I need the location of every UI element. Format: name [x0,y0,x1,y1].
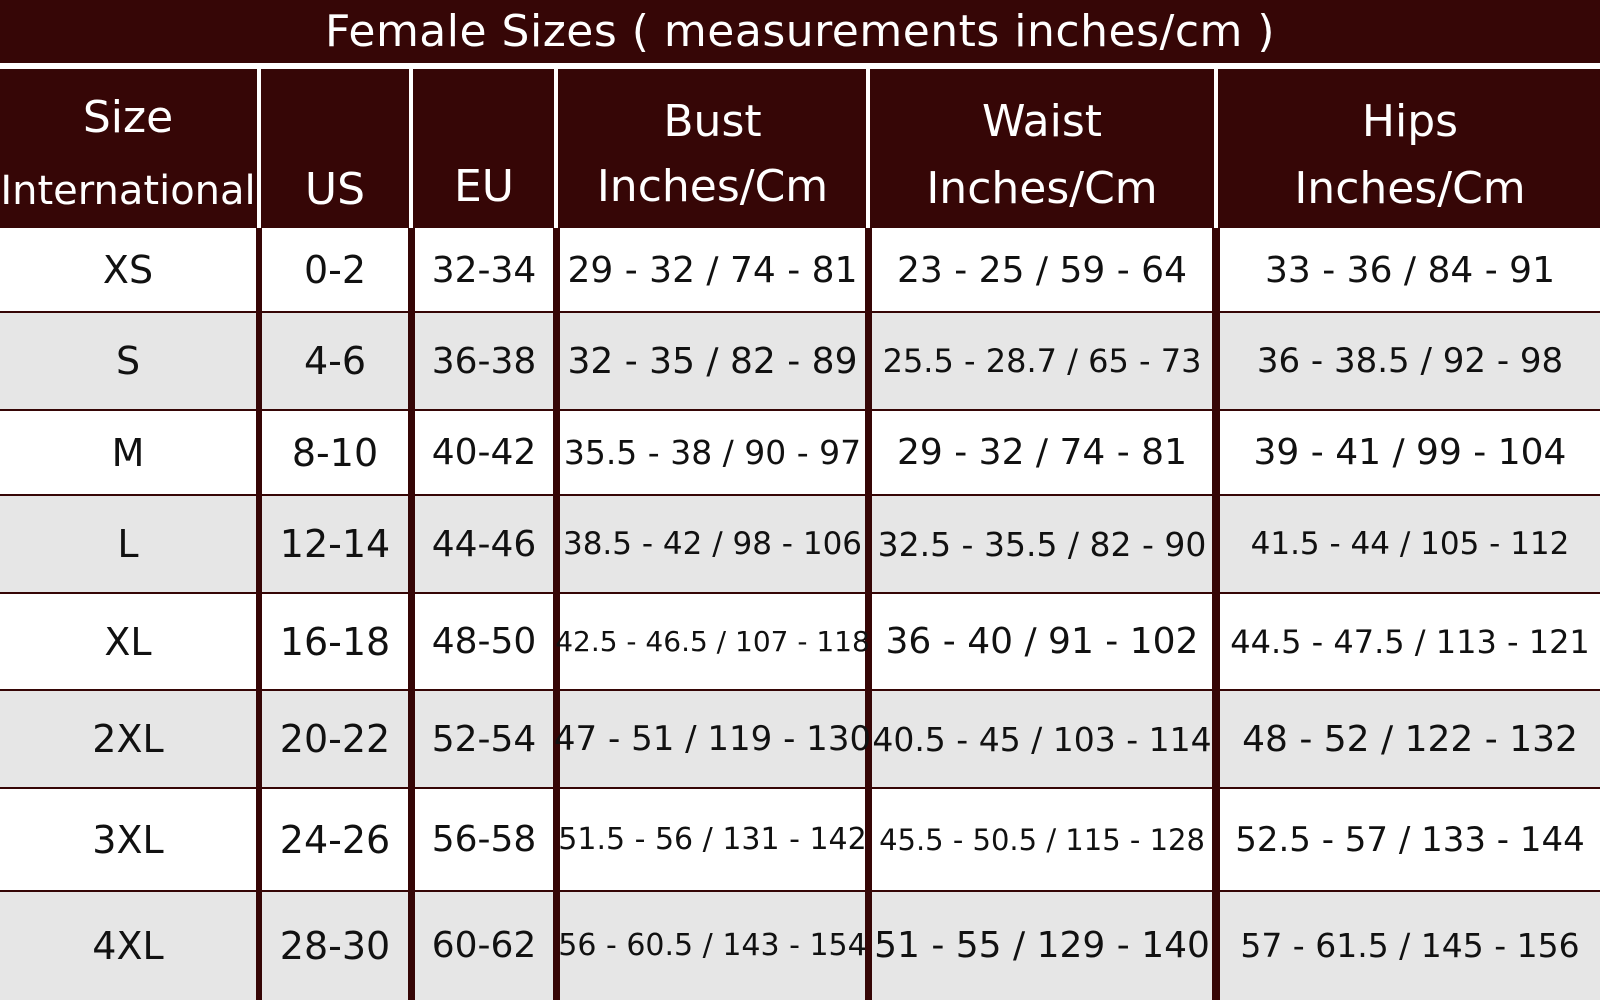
cell-hips: 48 - 52 / 122 - 132 [1242,718,1578,760]
cell-hips: 57 - 61.5 / 145 - 156 [1240,926,1580,965]
cell-eu: 40-42 [431,432,537,473]
row-background [0,593,1600,690]
row-divider [0,689,1600,691]
cell-eu: 32-34 [431,249,537,291]
cell-waist: 45.5 - 50.5 / 115 - 128 [879,822,1205,857]
cell-hips: 52.5 - 57 / 133 - 144 [1235,819,1585,860]
chart-title: Female Sizes ( measurements inches/cm ) [0,0,1600,63]
cell-size: XS [102,248,154,292]
cell-hips: 44.5 - 47.5 / 113 - 121 [1230,622,1590,661]
cell-bust: 56 - 60.5 / 143 - 154 [558,928,867,963]
row-divider [0,787,1600,789]
cell-waist: 23 - 25 / 59 - 64 [896,249,1187,291]
row-divider [0,311,1600,313]
header-size-line1: Size [82,91,174,143]
cell-size: 3XL [92,817,164,862]
row-divider [0,890,1600,892]
cell-us: 12-14 [279,522,391,566]
cell-us: 0-2 [303,248,367,292]
row-background [0,312,1600,410]
row-background [0,410,1600,495]
column-divider [865,69,872,1000]
header-us: US [304,163,366,215]
cell-bust: 35.5 - 38 / 90 - 97 [563,433,862,472]
cell-waist: 36 - 40 / 91 - 102 [885,621,1199,662]
cell-waist: 51 - 55 / 129 - 140 [874,925,1210,966]
cell-eu: 36-38 [431,340,537,382]
cell-eu: 44-46 [431,523,537,565]
header-band [0,69,1600,228]
header-waist-line2: Inches/Cm [926,162,1158,214]
cell-waist: 32.5 - 35.5 / 82 - 90 [877,524,1207,564]
header-eu: EU [453,160,514,212]
cell-bust: 32 - 35 / 82 - 89 [567,340,858,382]
cell-waist: 40.5 - 45 / 103 - 114 [872,719,1212,759]
header-column-rule [866,68,870,228]
header-bust-line1: Bust [663,95,762,147]
cell-size: XL [104,619,152,664]
header-bust-line2: Inches/Cm [596,160,829,212]
column-divider [256,69,262,1000]
cell-size: L [117,522,139,566]
cell-bust: 42.5 - 46.5 / 107 - 118 [555,625,870,658]
row-divider [0,592,1600,594]
row-background [0,788,1600,891]
column-divider [553,69,560,1000]
row-background [0,495,1600,593]
row-background [0,891,1600,1000]
cell-bust: 29 - 32 / 74 - 81 [567,249,858,291]
column-divider [1212,69,1220,1000]
cell-bust: 47 - 51 / 119 - 130 [553,719,872,759]
cell-size: 4XL [92,923,164,968]
header-hips-line2: Inches/Cm [1294,162,1526,214]
header-column-rule [409,68,413,228]
cell-us: 4-6 [303,339,367,383]
header-waist-line1: Waist [981,95,1103,147]
cell-eu: 60-62 [431,925,537,966]
header-column-rule [257,68,261,228]
cell-bust: 38.5 - 42 / 98 - 106 [562,526,863,562]
cell-eu: 48-50 [431,621,537,662]
header-column-rule [1214,68,1218,228]
cell-waist: 25.5 - 28.7 / 65 - 73 [882,342,1202,380]
cell-hips: 33 - 36 / 84 - 91 [1264,249,1555,291]
cell-hips: 36 - 38.5 / 92 - 98 [1256,341,1564,381]
header-hips-line1: Hips [1361,95,1459,147]
header-column-rule [554,68,558,228]
cell-size: S [115,339,141,383]
title-divider [8,63,1600,69]
cell-us: 8-10 [291,430,379,475]
row-background [0,690,1600,788]
cell-bust: 51.5 - 56 / 131 - 142 [558,822,867,857]
cell-us: 16-18 [279,619,391,664]
header-size-line2: International [0,168,256,214]
cell-us: 28-30 [279,923,391,968]
column-divider [408,69,415,1000]
cell-hips: 39 - 41 / 99 - 104 [1253,432,1567,473]
cell-hips: 41.5 - 44 / 105 - 112 [1250,526,1570,562]
row-divider [0,409,1600,411]
row-background [0,228,1600,312]
row-divider [0,494,1600,496]
cell-size: M [111,430,145,475]
cell-us: 24-26 [279,817,391,862]
cell-eu: 52-54 [431,718,537,760]
cell-size: 2XL [92,717,164,761]
cell-us: 20-22 [279,717,391,761]
cell-eu: 56-58 [431,819,537,860]
cell-waist: 29 - 32 / 74 - 81 [896,432,1187,473]
